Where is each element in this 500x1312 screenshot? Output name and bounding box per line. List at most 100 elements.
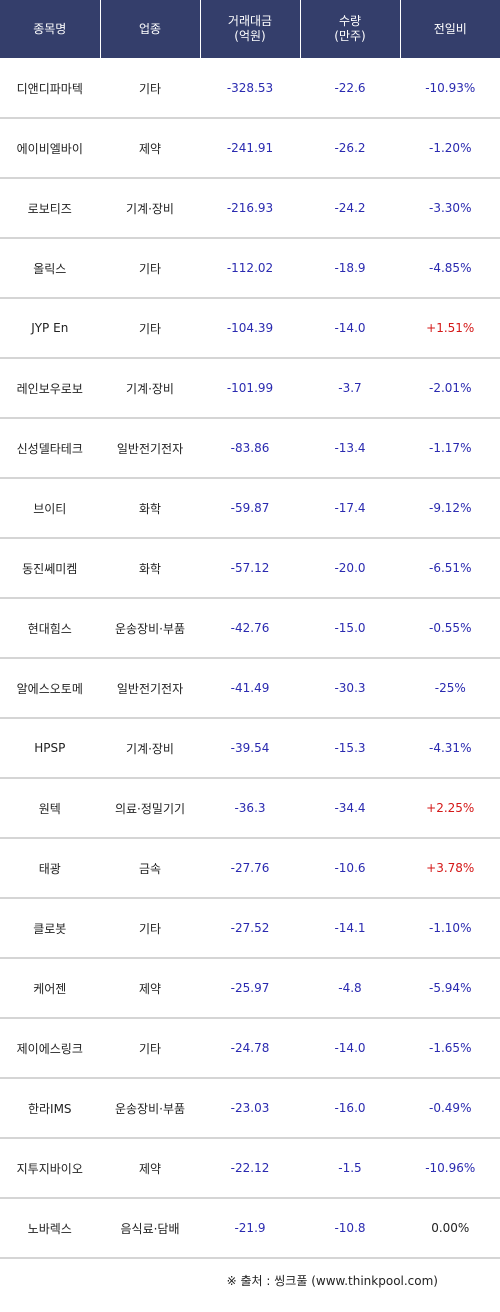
change-cell: -6.51% <box>400 538 500 599</box>
table-row: 클로봇 기타 -27.52 -14.1 -1.10% <box>0 898 500 959</box>
stock-name-cell: 올릭스 <box>0 238 101 299</box>
sector-cell: 기타 <box>100 1018 201 1079</box>
table-row: 신성델타테크 일반전기전자 -83.86 -13.4 -1.17% <box>0 418 500 479</box>
sector-cell: 기타 <box>100 898 201 959</box>
volume-cell: -16.0 <box>300 1078 401 1139</box>
trade-amount-cell: -241.91 <box>200 118 301 179</box>
table-row: 원텍 의료·정밀기기 -36.3 -34.4 +2.25% <box>0 778 500 839</box>
sector-cell: 의료·정밀기기 <box>100 778 201 839</box>
volume-cell: -17.4 <box>300 478 401 539</box>
volume-cell: -14.0 <box>300 298 401 359</box>
stock-name-cell: 에이비엘바이 <box>0 118 101 179</box>
volume-cell: -13.4 <box>300 418 401 479</box>
sector-cell: 제약 <box>100 958 201 1019</box>
sector-cell: 기계·장비 <box>100 718 201 779</box>
change-cell: -1.10% <box>400 898 500 959</box>
header-label: 수량 <box>338 14 362 28</box>
header-label: 종목명 <box>33 21 67 36</box>
header-unit: (억원) <box>234 29 266 43</box>
header-sector: 업종 <box>99 0 201 59</box>
sector-cell: 화학 <box>100 538 201 599</box>
volume-cell: -26.2 <box>300 118 401 179</box>
volume-cell: -3.7 <box>300 358 401 419</box>
header-change: 전일비 <box>399 0 500 59</box>
trade-amount-cell: -21.9 <box>200 1198 301 1259</box>
change-cell: +1.51% <box>400 298 500 359</box>
header-volume: 수량 (만주) <box>299 0 401 59</box>
stock-name-cell: 디앤디파마텍 <box>0 58 101 119</box>
trade-amount-cell: -23.03 <box>200 1078 301 1139</box>
change-cell: -3.30% <box>400 178 500 239</box>
table-row: 로보티즈 기계·장비 -216.93 -24.2 -3.30% <box>0 178 500 239</box>
table-row: 지투지바이오 제약 -22.12 -1.5 -10.96% <box>0 1138 500 1199</box>
table-row: 한라IMS 운송장비·부품 -23.03 -16.0 -0.49% <box>0 1078 500 1139</box>
trade-amount-cell: -59.87 <box>200 478 301 539</box>
sector-cell: 일반전기전자 <box>100 658 201 719</box>
volume-cell: -1.5 <box>300 1138 401 1199</box>
stock-name-cell: 알에스오토메 <box>0 658 101 719</box>
stock-name-cell: 로보티즈 <box>0 178 101 239</box>
change-cell: -0.49% <box>400 1078 500 1139</box>
sector-cell: 기계·장비 <box>100 358 201 419</box>
stock-name-cell: 클로봇 <box>0 898 101 959</box>
table-row: 노바렉스 음식료·담배 -21.9 -10.8 0.00% <box>0 1198 500 1259</box>
table-row: 브이티 화학 -59.87 -17.4 -9.12% <box>0 478 500 539</box>
change-cell: -10.96% <box>400 1138 500 1199</box>
sector-cell: 운송장비·부품 <box>100 598 201 659</box>
change-cell: -1.17% <box>400 418 500 479</box>
header-label: 업종 <box>138 21 162 36</box>
stock-name-cell: 브이티 <box>0 478 101 539</box>
trade-amount-cell: -104.39 <box>200 298 301 359</box>
volume-cell: -14.0 <box>300 1018 401 1079</box>
volume-cell: -10.8 <box>300 1198 401 1259</box>
table-row: 레인보우로보 기계·장비 -101.99 -3.7 -2.01% <box>0 358 500 419</box>
sector-cell: 제약 <box>100 118 201 179</box>
trade-amount-cell: -27.52 <box>200 898 301 959</box>
table-row: 현대힘스 운송장비·부품 -42.76 -15.0 -0.55% <box>0 598 500 659</box>
sector-cell: 기계·장비 <box>100 178 201 239</box>
table-body: 디앤디파마텍 기타 -328.53 -22.6 -10.93% 에이비엘바이 제약 -241.… <box>0 58 500 1259</box>
stock-name-cell: 케어젠 <box>0 958 101 1019</box>
trade-amount-cell: -39.54 <box>200 718 301 779</box>
change-cell: -1.20% <box>400 118 500 179</box>
sector-cell: 제약 <box>100 1138 201 1199</box>
stock-name-cell: 레인보우로보 <box>0 358 101 419</box>
change-cell: +2.25% <box>400 778 500 839</box>
volume-cell: -15.0 <box>300 598 401 659</box>
sector-cell: 기타 <box>100 58 201 119</box>
stock-name-cell: 원텍 <box>0 778 101 839</box>
stock-name-cell: 신성델타테크 <box>0 418 101 479</box>
table-row: HPSP 기계·장비 -39.54 -15.3 -4.31% <box>0 718 500 779</box>
table-row: 동진쎄미켐 화학 -57.12 -20.0 -6.51% <box>0 538 500 599</box>
table-header: 종목명 업종 거래대금 (억원) 수량 (만주) 전일비 <box>0 0 500 59</box>
stock-name-cell: 현대힘스 <box>0 598 101 659</box>
header-row: 종목명 업종 거래대금 (억원) 수량 (만주) 전일비 <box>0 0 500 59</box>
volume-cell: -22.6 <box>300 58 401 119</box>
volume-cell: -34.4 <box>300 778 401 839</box>
trade-amount-cell: -328.53 <box>200 58 301 119</box>
trade-amount-cell: -101.99 <box>200 358 301 419</box>
volume-cell: -18.9 <box>300 238 401 299</box>
change-cell: -1.65% <box>400 1018 500 1079</box>
sector-cell: 기타 <box>100 238 201 299</box>
stock-name-cell: 제이에스링크 <box>0 1018 101 1079</box>
change-cell: -4.85% <box>400 238 500 299</box>
trade-amount-cell: -36.3 <box>200 778 301 839</box>
change-cell: 0.00% <box>400 1198 500 1259</box>
header-stock-name: 종목명 <box>0 0 101 59</box>
trade-amount-cell: -216.93 <box>200 178 301 239</box>
volume-cell: -4.8 <box>300 958 401 1019</box>
table-row: 에이비엘바이 제약 -241.91 -26.2 -1.20% <box>0 118 500 179</box>
trade-amount-cell: -22.12 <box>200 1138 301 1199</box>
volume-cell: -24.2 <box>300 178 401 239</box>
table-row: 제이에스링크 기타 -24.78 -14.0 -1.65% <box>0 1018 500 1079</box>
change-cell: -25% <box>400 658 500 719</box>
table-row: JYP En 기타 -104.39 -14.0 +1.51% <box>0 298 500 359</box>
stock-name-cell: HPSP <box>0 718 101 779</box>
stock-name-cell: 지투지바이오 <box>0 1138 101 1199</box>
header-label: 전일비 <box>433 21 467 36</box>
trade-amount-cell: -25.97 <box>200 958 301 1019</box>
volume-cell: -30.3 <box>300 658 401 719</box>
trade-amount-cell: -27.76 <box>200 838 301 899</box>
